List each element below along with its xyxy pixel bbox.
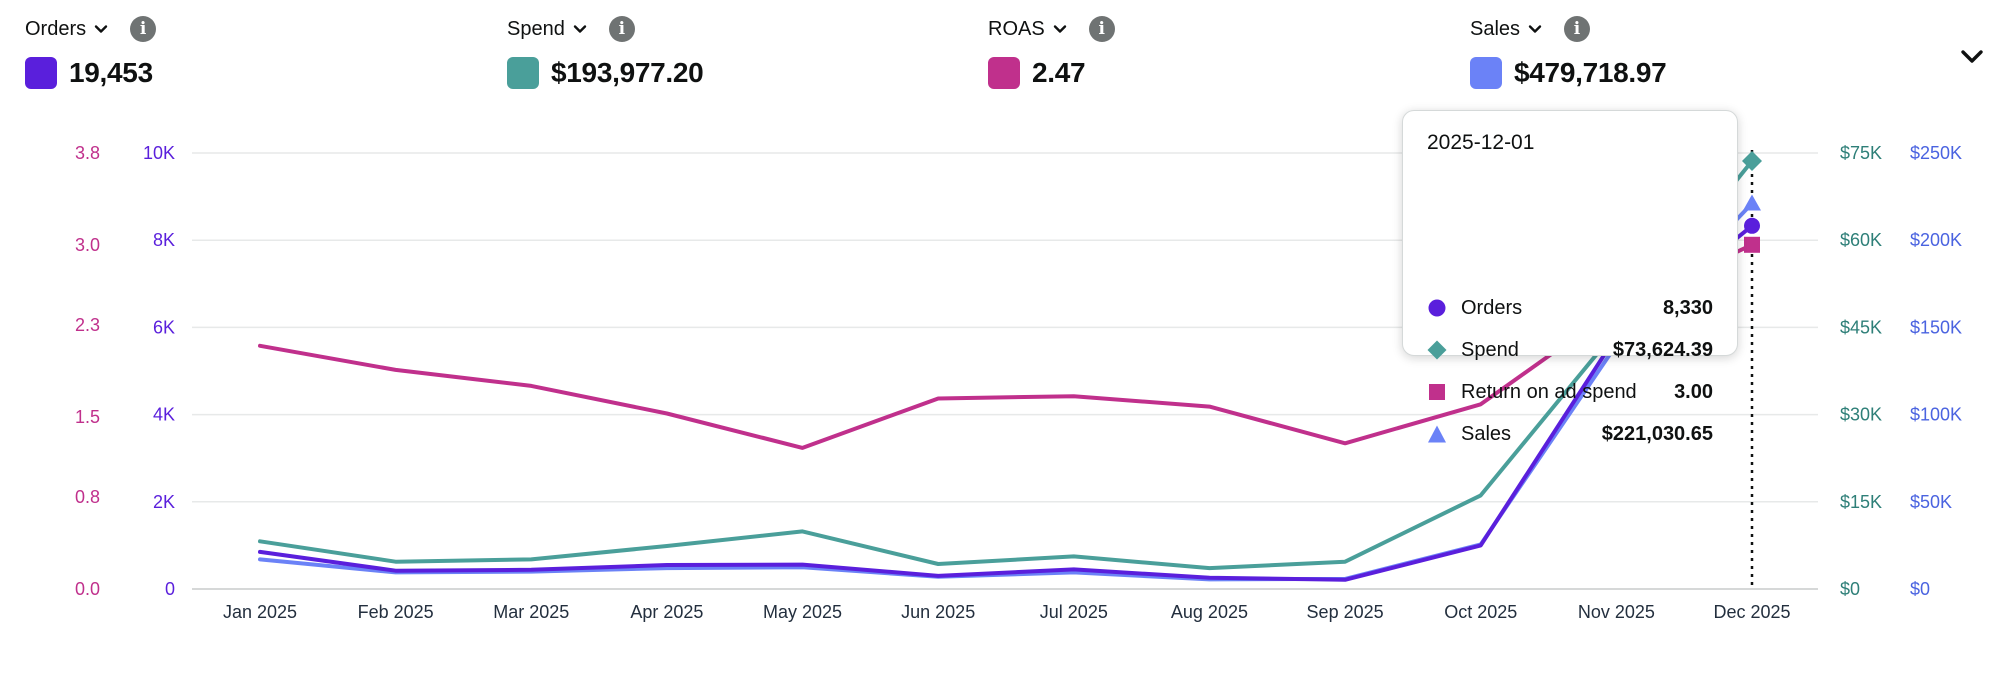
info-icon[interactable]: i: [1088, 16, 1115, 42]
triangle-marker-icon: [1428, 425, 1446, 443]
roas-color-swatch: [988, 57, 1020, 89]
metric-orders: Orders i 19,453: [25, 16, 157, 89]
metric-spend-selector[interactable]: Spend i: [507, 16, 703, 42]
spend-series-line: [258, 159, 1754, 571]
spend-axis-tick-label: $45K: [1840, 317, 1882, 337]
metric-sales-selector[interactable]: Sales i: [1470, 16, 1666, 42]
chart-series: [258, 159, 1754, 582]
sales-axis-tick-label: $200K: [1910, 230, 1962, 250]
x-axis-tick-label: Jul 2025: [1040, 602, 1108, 622]
x-axis-tick-label: Feb 2025: [358, 602, 434, 622]
metric-sales: Sales i $479,718.97: [1470, 16, 1667, 89]
tooltip-label: Sales: [1461, 422, 1512, 445]
tooltip-row-roas: Return on ad spend 3.00: [1427, 377, 1713, 407]
roas-square-marker: [1744, 236, 1760, 253]
tooltip-row-spend: Spend $73,624.39: [1427, 335, 1713, 365]
metric-spend: Spend i $193,977.20: [507, 16, 704, 89]
metric-roas-selector[interactable]: ROAS i: [988, 16, 1115, 42]
roas-axis-tick-label: 3.0: [75, 235, 100, 255]
metric-sales-value: $479,718.97: [1514, 57, 1667, 88]
orders-circle-marker: [1744, 217, 1760, 234]
sales-axis-tick-label: $100K: [1910, 405, 1962, 425]
chart-axis-labels: 0.0 0.8 1.5 2.3 3.0 3.8 0 2K 4K 6K 8K 10K $0 $15K $30K…: [75, 143, 1962, 599]
orders-axis-tick-label: 0: [165, 579, 175, 599]
roas-axis-tick-label: 0.8: [75, 487, 100, 507]
roas-axis-tick-label: 1.5: [75, 407, 100, 427]
metric-orders-label: Orders: [25, 17, 87, 40]
square-marker-icon: [1429, 384, 1445, 400]
sales-axis-tick-label: $150K: [1910, 317, 1962, 337]
x-axis-tick-label: Jun 2025: [901, 602, 975, 622]
tooltip-label: Return on ad spend: [1461, 380, 1637, 403]
metric-spend-value: $193,977.20: [551, 57, 704, 88]
metric-sales-label: Sales: [1470, 17, 1521, 40]
x-axis-tick-label: Apr 2025: [630, 602, 703, 622]
sales-axis-tick-label: $50K: [1910, 492, 1952, 512]
x-axis-tick-label: Oct 2025: [1444, 602, 1517, 622]
roas-axis-tick-label: 2.3: [75, 315, 100, 335]
collapse-chevron-icon[interactable]: [1958, 46, 1986, 68]
chevron-down-icon: [573, 25, 587, 33]
roas-axis-tick-label: 0.0: [75, 579, 100, 599]
orders-color-swatch: [25, 57, 57, 89]
tooltip-row-sales: Sales $221,030.65: [1427, 419, 1713, 449]
info-icon[interactable]: i: [608, 16, 635, 42]
metric-roas: ROAS i 2.47: [988, 16, 1115, 89]
spend-axis-tick-label: $30K: [1840, 405, 1882, 425]
chart-x-labels: Jan 2025 Feb 2025 Mar 2025 Apr 2025 May 2025…: [223, 602, 1791, 622]
spend-diamond-marker: [1742, 150, 1762, 171]
orders-axis-tick-label: 6K: [153, 317, 175, 337]
sales-color-swatch: [1470, 57, 1502, 89]
orders-axis-tick-label: 4K: [153, 405, 175, 425]
sales-axis-tick-label: $250K: [1910, 143, 1962, 163]
info-icon[interactable]: i: [1564, 16, 1591, 42]
spend-color-swatch: [507, 57, 539, 89]
metric-orders-selector[interactable]: Orders i: [25, 16, 157, 42]
spend-axis-tick-label: $60K: [1840, 230, 1882, 250]
tooltip-value: 3.00: [1674, 380, 1713, 403]
info-icon[interactable]: i: [130, 16, 157, 42]
tooltip-value: $221,030.65: [1601, 422, 1713, 445]
tooltip-row-orders: Orders 8,330: [1427, 293, 1713, 323]
sales-axis-tick-label: $0: [1910, 579, 1930, 599]
diamond-marker-icon: [1427, 340, 1447, 360]
chart-tooltip: 2025-12-01 Orders 8,330 Spend $73,624.39…: [1402, 110, 1738, 445]
roas-series-line: [258, 242, 1754, 450]
spend-axis-tick-label: $75K: [1840, 143, 1882, 163]
tooltip-value: 8,330: [1662, 296, 1713, 319]
orders-axis-tick-label: 8K: [153, 230, 175, 250]
x-axis-tick-label: Mar 2025: [493, 602, 569, 622]
x-axis-tick-label: Aug 2025: [1171, 602, 1248, 622]
orders-series-line: [258, 223, 1754, 582]
x-axis-tick-label: May 2025: [763, 602, 842, 622]
tooltip-date: 2025-12-01: [1427, 131, 1535, 154]
orders-axis-tick-label: 2K: [153, 492, 175, 512]
metric-orders-value: 19,453: [69, 57, 153, 88]
spend-axis-tick-label: $15K: [1840, 492, 1882, 512]
chevron-down-icon: [1528, 25, 1542, 33]
spend-axis-tick-label: $0: [1840, 579, 1860, 599]
chart-highlight-markers: [1742, 150, 1762, 253]
tooltip-label: Spend: [1461, 338, 1519, 361]
roas-axis-tick-label: 3.8: [75, 143, 100, 163]
chevron-down-icon: [94, 25, 108, 33]
metric-spend-label: Spend: [507, 17, 565, 40]
circle-marker-icon: [1428, 299, 1446, 317]
tooltip-label: Orders: [1461, 296, 1523, 319]
x-axis-tick-label: Nov 2025: [1578, 602, 1655, 622]
x-axis-tick-label: Sep 2025: [1307, 602, 1384, 622]
x-axis-tick-label: Jan 2025: [223, 602, 297, 622]
chevron-down-icon: [1053, 25, 1066, 33]
sales-triangle-marker: [1743, 194, 1761, 211]
x-axis-tick-label: Dec 2025: [1713, 602, 1790, 622]
tooltip-value: $73,624.39: [1612, 338, 1713, 361]
metric-roas-value: 2.47: [1032, 57, 1086, 88]
metric-roas-label: ROAS: [988, 17, 1045, 40]
orders-axis-tick-label: 10K: [143, 143, 175, 163]
